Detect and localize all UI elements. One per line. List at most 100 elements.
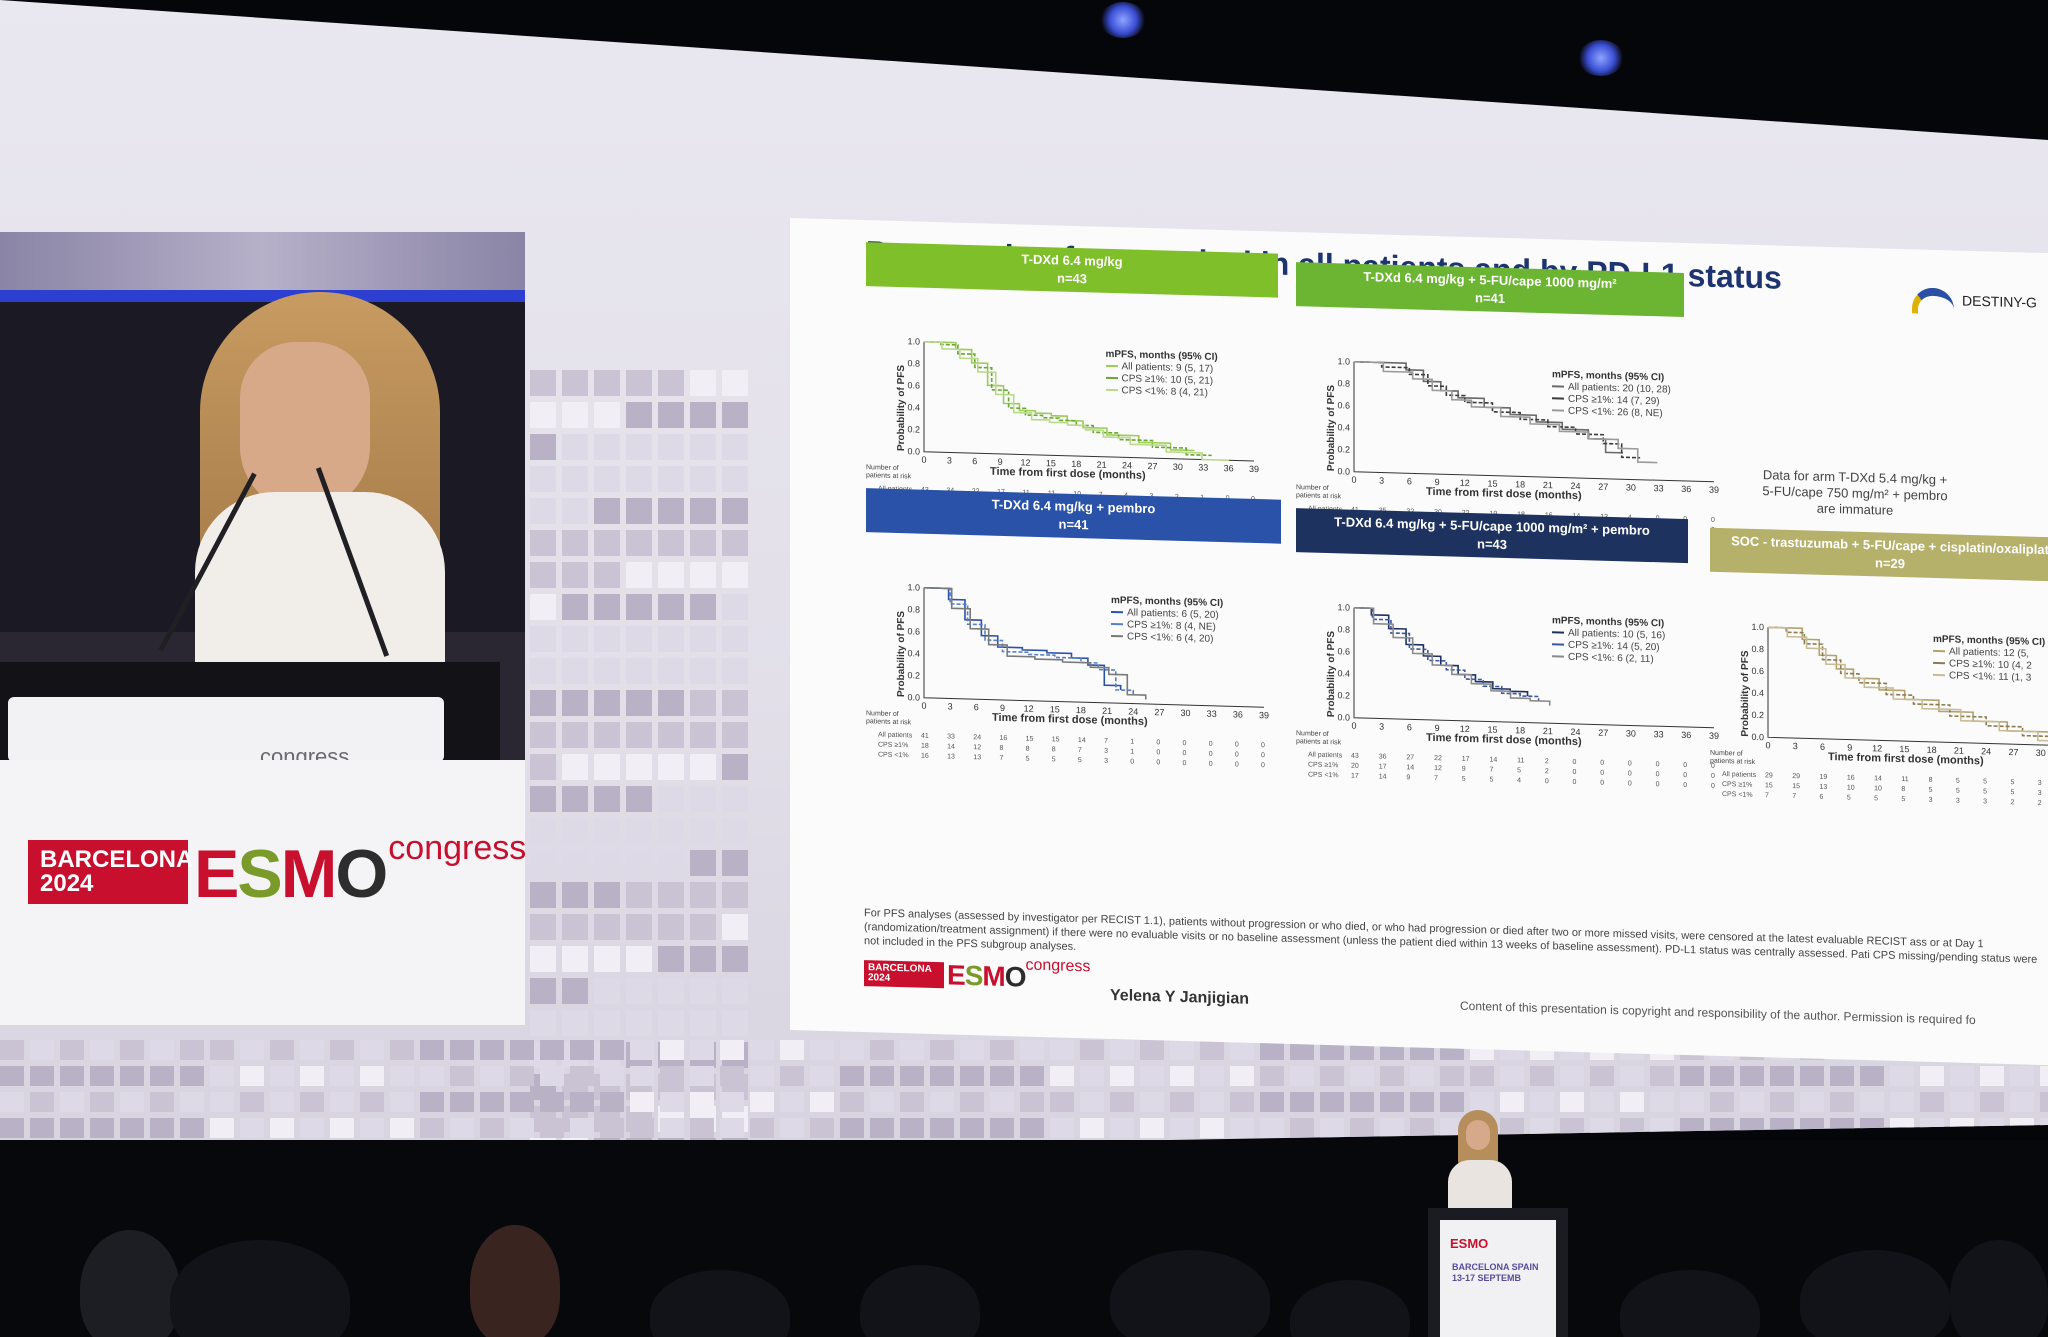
x-tick-label: 15 [1487,478,1497,488]
risk-cell: 0 [1208,740,1213,748]
risk-cell: 2 [1544,768,1549,776]
y-tick-label: 0.8 [1337,624,1350,634]
legend-swatch [1111,611,1123,614]
risk-cell: 0 [1683,781,1688,790]
x-tick-label: 36 [1224,463,1234,473]
x-tick-label: 27 [1598,728,1608,738]
logo-suffix: congress [388,829,527,867]
risk-table-title: Number of patients at risk [1296,484,1342,501]
risk-cell: 20 [1351,762,1359,770]
risk-cell: 5 [1928,786,1933,794]
km-plot: 0 3 6 9 12 15 18 21 24 27 30 33 36 391.00.80.60.40.20… [1337,356,1719,495]
x-tick-label: 9 [1435,477,1440,487]
risk-cell: 0 [1655,761,1660,769]
risk-cell: 8 [1051,746,1056,754]
risk-cell: 0 [1182,739,1187,748]
risk-cell: 0 [1600,769,1605,777]
x-tick-label: 24 [1571,727,1581,737]
x-tick-label: 9 [998,457,1003,467]
y-tick-label: 0.8 [1751,644,1764,654]
risk-cell: 14 [1077,737,1086,745]
km-plot: 036912151821242730331.00.80.60.40.20.0 [1751,622,2048,758]
footer-logo-year: 2024 [868,972,891,984]
y-tick-label: 0.4 [907,648,920,658]
x-tick-label: 15 [1046,458,1056,468]
risk-cell: 9 [1461,765,1466,773]
risk-cell: 3 [1104,757,1108,765]
risk-cell: 0 [1182,759,1187,768]
km-panel: T-DXd 6.4 mg/kg + pembro n=41 0 3 6 9 12 15 18 21… [866,488,1281,774]
risk-cell: 14 [1874,775,1882,783]
footer-logo-mark: ESMO [947,959,1026,993]
lectern-logo: ESMO [1450,1236,1489,1251]
risk-cell: 13 [947,753,955,761]
x-tick-label: 39 [1709,485,1719,495]
slide-footer-logo: BARCELONA 2024 ESMO congress [864,956,1091,993]
legend-text: CPS <1%: 11 (1, 3 [1949,670,2032,684]
risk-cell: 27 [1406,754,1415,762]
x-tick-label: 39 [1249,464,1259,474]
x-tick-label: 18 [1515,479,1525,489]
risk-cell: 2 [2010,799,2015,807]
x-tick-label: 33 [1207,709,1217,719]
risk-cell: 43 [1351,752,1359,760]
audience-member [1800,1250,1950,1337]
x-tick-label: 12 [1024,704,1034,714]
y-tick-label: 0.2 [1337,690,1350,700]
risk-cell: 0 [1572,778,1577,786]
y-tick-label: 0.4 [1337,422,1350,432]
x-tick-label: 6 [974,702,979,712]
risk-cell: 5 [1983,778,1988,786]
legend-swatch [1552,397,1564,400]
risk-cell: 0 [1261,742,1265,750]
x-tick-label: 3 [947,455,952,465]
risk-cell: 0 [1182,749,1187,758]
legend-swatch [1105,365,1118,368]
x-tick-label: 9 [1847,743,1852,753]
risk-cell: 0 [1627,760,1632,768]
legend-swatch [1105,389,1118,392]
x-tick-label: 36 [1681,730,1691,740]
presenter-on-stage [1440,1110,1520,1220]
risk-cell: 5 [1983,788,1988,796]
risk-cell: 0 [1130,758,1135,766]
risk-cell: 36 [1378,753,1387,761]
legend-text: All patients: 12 (5, [1949,646,2030,660]
x-tick-label: 0 [921,701,926,711]
risk-cell: 4 [1517,777,1522,785]
risk-cell: 12 [1434,764,1442,773]
legend-text: CPS <1%: 6 (2, 11) [1568,651,1654,666]
legend-swatch [1933,650,1945,653]
risk-cell: 5 [1051,756,1056,764]
risk-cell: 0 [1156,749,1161,757]
audience-member [860,1265,980,1337]
km-curve [1354,606,1540,701]
stage-light [1578,40,1624,76]
footer-logo-suffix: congress [1025,956,1091,976]
risk-cell: 15 [1025,735,1034,743]
lectern-line-1: BARCELONA SPAIN [1452,1262,1539,1272]
risk-cell: 7 [1104,737,1108,745]
y-tick-label: 0.2 [907,424,920,434]
x-tick-label: 9 [1000,703,1005,713]
legend-swatch [1552,643,1564,646]
x-tick-label: 15 [1487,724,1497,734]
km-curve [1354,606,1551,706]
y-tick-label: 0.8 [907,604,920,614]
risk-table-title: Number of patients at risk [1296,730,1342,747]
risk-cell: 8 [999,744,1004,752]
km-plot: 0 3 6 9 12 15 18 21 24 27 30 33 36 391.00.80.60.40.20… [1337,602,1719,741]
risk-cell: 5 [1077,757,1082,765]
trial-logo-text: DESTINY-G [1962,292,2037,311]
risk-cell: 22 [1434,754,1442,763]
audience-member [1620,1270,1760,1337]
plot-axes [923,341,1254,462]
legend-text: CPS <1%: 8 (4, 21) [1121,385,1208,399]
x-tick-label: 27 [2008,747,2018,757]
x-tick-label: 33 [1198,462,1208,472]
speaker-name: Yelena Y Janjigian [1110,986,1250,1008]
x-tick-label: 24 [1122,460,1132,470]
x-tick-label: 39 [1709,731,1719,741]
risk-cell: 8 [1025,745,1030,753]
x-tick-label: 21 [1543,480,1553,490]
